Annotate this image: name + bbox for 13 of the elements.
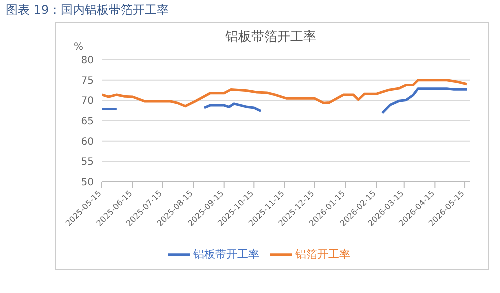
y-tick-label: 50	[81, 178, 94, 189]
line-series	[102, 79, 468, 108]
y-tick-label: 60	[81, 136, 94, 148]
legend-label: 铝箔开工率	[296, 248, 350, 262]
y-tick-label: 55	[81, 157, 94, 168]
y-tick-label: 80	[81, 56, 94, 67]
y-tick-label: 70	[81, 96, 94, 108]
legend-label: 铝板带开工率	[194, 248, 260, 262]
y-axis-title: %	[74, 42, 84, 53]
chart-subtitle: 铝板带箔开工率	[226, 30, 316, 45]
y-tick-label: 75	[81, 76, 94, 87]
chart-title: 图表 19：国内铝板带箔开工率	[6, 2, 170, 19]
y-tick-label: 65	[81, 116, 94, 128]
